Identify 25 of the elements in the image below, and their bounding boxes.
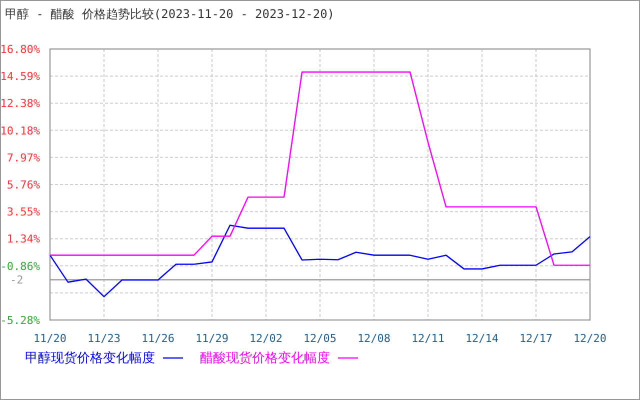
y-tick-label: -0.86% xyxy=(0,260,40,273)
x-tick-label: 11/26 xyxy=(141,332,175,345)
y-tick-label: 10.18% xyxy=(0,124,40,138)
x-tick-label: 11/23 xyxy=(87,332,121,345)
x-tick-label: 12/20 xyxy=(573,332,607,345)
x-tick-label: 11/29 xyxy=(195,332,229,345)
x-tick-label: 12/17 xyxy=(519,332,553,345)
legend-label: 甲醇现货价格变化幅度 xyxy=(25,350,155,366)
chart-title: 甲醇 - 醋酸 价格趋势比较(2023-11-20 - 2023-12-20) xyxy=(5,7,335,21)
y-tick-label: 16.80% xyxy=(0,43,40,56)
y-tick-label: -5.28% xyxy=(0,314,40,327)
y-tick-label: 1.34% xyxy=(6,232,40,246)
x-tick-label: 12/11 xyxy=(411,332,445,345)
ref-line-label: -2 xyxy=(10,274,24,287)
legend-label: 醋酸现货价格变化幅度 xyxy=(200,350,330,366)
y-tick-label: 12.38% xyxy=(0,97,40,110)
x-tick-label: 12/02 xyxy=(249,332,283,345)
y-tick-label: 14.59% xyxy=(0,70,40,84)
x-tick-label: 12/08 xyxy=(357,332,391,345)
x-tick-label: 12/05 xyxy=(303,332,337,345)
y-tick-label: 5.76% xyxy=(6,178,40,192)
x-tick-label: 12/14 xyxy=(465,332,499,345)
y-tick-label: 3.55% xyxy=(6,206,40,219)
y-tick-label: 7.97% xyxy=(6,151,40,164)
x-tick-label: 11/20 xyxy=(33,332,67,345)
